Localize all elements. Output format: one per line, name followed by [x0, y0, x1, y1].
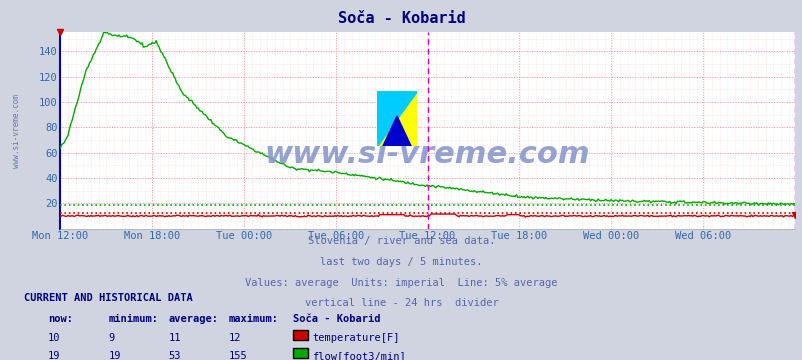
Text: Slovenia / river and sea data.: Slovenia / river and sea data. — [307, 236, 495, 246]
Text: 155: 155 — [229, 351, 247, 360]
Text: www.si-vreme.com: www.si-vreme.com — [265, 140, 589, 168]
Text: flow[foot3/min]: flow[foot3/min] — [312, 351, 406, 360]
Polygon shape — [376, 91, 417, 146]
Polygon shape — [383, 116, 411, 146]
Text: www.si-vreme.com: www.si-vreme.com — [11, 94, 21, 167]
Text: Soča - Kobarid: Soča - Kobarid — [337, 11, 465, 26]
Text: 19: 19 — [108, 351, 121, 360]
Text: maximum:: maximum: — [229, 314, 278, 324]
Text: Soča - Kobarid: Soča - Kobarid — [293, 314, 380, 324]
Polygon shape — [376, 91, 417, 146]
Text: 9: 9 — [108, 333, 115, 343]
Text: 12: 12 — [229, 333, 241, 343]
Text: 10: 10 — [48, 333, 61, 343]
Text: CURRENT AND HISTORICAL DATA: CURRENT AND HISTORICAL DATA — [24, 293, 192, 303]
Text: 11: 11 — [168, 333, 181, 343]
Text: minimum:: minimum: — [108, 314, 158, 324]
Text: 53: 53 — [168, 351, 181, 360]
Text: average:: average: — [168, 314, 218, 324]
Text: 19: 19 — [48, 351, 61, 360]
Text: vertical line - 24 hrs  divider: vertical line - 24 hrs divider — [304, 298, 498, 309]
Text: Values: average  Units: imperial  Line: 5% average: Values: average Units: imperial Line: 5%… — [245, 278, 557, 288]
Text: last two days / 5 minutes.: last two days / 5 minutes. — [320, 257, 482, 267]
Text: temperature[F]: temperature[F] — [312, 333, 399, 343]
Text: now:: now: — [48, 314, 73, 324]
